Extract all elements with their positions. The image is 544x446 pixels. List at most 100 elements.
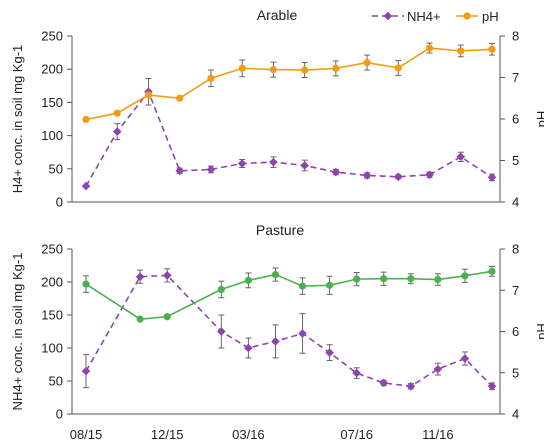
data-point: [162, 271, 172, 280]
x-tick-label: 12/15: [151, 427, 184, 442]
data-point: [434, 275, 442, 284]
y-tick-label-left: 50: [49, 374, 63, 389]
chart-panel-arable: Arable 0 50 100 150 200 250 4 5 6 7 8 H4+ conc. in s…: [10, 7, 544, 210]
data-point: [81, 181, 91, 191]
data-point: [82, 280, 90, 288]
data-point: [206, 165, 216, 174]
y-axis-label-right: pH: [534, 111, 544, 128]
data-point: [425, 170, 434, 180]
y-tick-label-right: 7: [512, 283, 519, 298]
data-point: [238, 64, 246, 72]
series-ph: [82, 42, 496, 124]
data-point: [456, 152, 466, 162]
data-point: [461, 272, 469, 280]
legend-label-nh4: NH4+: [407, 9, 441, 24]
y-tick-label-right: 5: [512, 365, 519, 380]
data-point: [325, 348, 334, 357]
series-line: [85, 270, 493, 320]
data-point: [112, 127, 122, 136]
y-tick-label-right: 6: [512, 112, 519, 127]
series-line: [85, 274, 493, 388]
data-point: [207, 74, 215, 82]
y-tick-label-left: 250: [41, 29, 63, 44]
data-point: [352, 368, 361, 378]
y-tick-label-right: 6: [512, 324, 519, 339]
data-point: [394, 64, 402, 72]
data-point: [269, 66, 277, 74]
data-point: [217, 327, 226, 336]
y-tick-label-left: 50: [49, 161, 63, 176]
y-axis-label-right: pH: [534, 323, 544, 340]
data-point: [353, 275, 361, 283]
series-ph: [82, 265, 496, 323]
y-tick-label-left: 200: [41, 275, 63, 290]
data-point: [82, 115, 90, 124]
data-point: [379, 378, 389, 388]
data-point: [362, 171, 372, 180]
data-point: [81, 366, 91, 376]
y-axis-label-left: NH4+ conc. in soil mg Kg-1: [10, 253, 25, 411]
y-tick-label-right: 8: [512, 242, 519, 257]
data-point: [363, 58, 371, 67]
data-point: [406, 381, 416, 391]
data-point: [271, 337, 280, 346]
x-tick-label: 08/15: [70, 427, 103, 442]
data-point: [407, 275, 415, 283]
series-line: [85, 90, 493, 187]
data-point: [433, 364, 443, 374]
y-tick-label-left: 100: [41, 128, 63, 143]
data-point: [460, 354, 470, 363]
chart-panel-pasture: Pasture 0 50 100 150 200 250 4 5 6 7 8 NH4+ conc. in…: [10, 222, 544, 442]
data-point: [244, 276, 252, 284]
data-point: [457, 47, 465, 55]
data-point: [269, 157, 278, 167]
y-tick-label-right: 5: [512, 153, 519, 168]
series-line: [85, 47, 493, 121]
data-point: [488, 267, 496, 275]
data-point: [487, 173, 497, 182]
series-nh4: [81, 268, 497, 391]
y-tick-label-right: 4: [512, 407, 519, 422]
data-point: [163, 313, 171, 321]
legend-marker-ph: [463, 12, 471, 20]
x-tick-label: 03/16: [232, 427, 265, 442]
data-point: [332, 64, 340, 72]
y-tick-label-right: 7: [512, 70, 519, 85]
data-point: [135, 272, 145, 282]
data-point: [331, 167, 341, 177]
data-point: [176, 94, 184, 102]
x-tick-label: 07/16: [340, 427, 373, 442]
y-tick-label-right: 4: [512, 195, 519, 210]
series-nh4: [81, 77, 497, 191]
y-tick-label-left: 200: [41, 62, 63, 77]
legend-marker-nh4: [383, 11, 393, 21]
data-point: [380, 275, 388, 283]
data-point: [298, 329, 307, 338]
x-tick-label: 11/16: [422, 427, 454, 442]
data-point: [144, 91, 153, 99]
data-point: [425, 44, 434, 52]
data-point: [487, 381, 497, 391]
data-point: [326, 281, 334, 289]
data-point: [394, 172, 403, 182]
data-point: [244, 343, 253, 353]
data-point: [175, 166, 184, 176]
legend: NH4+ pH: [372, 9, 499, 24]
data-point: [237, 159, 247, 168]
data-point: [217, 285, 225, 294]
y-tick-label-left: 0: [56, 407, 63, 422]
data-point: [301, 66, 309, 74]
y-tick-label-right: 8: [512, 29, 519, 44]
y-axis-label-left: H4+ conc. in soil mg Kg-1: [10, 45, 25, 193]
data-point: [271, 270, 280, 279]
y-tick-label-left: 150: [41, 95, 63, 110]
y-tick-label-left: 100: [41, 341, 63, 356]
chart-title: Pasture: [256, 222, 304, 238]
chart-title: Arable: [257, 7, 298, 23]
data-point: [298, 282, 307, 290]
data-point: [488, 45, 496, 53]
y-tick-label-left: 0: [56, 195, 63, 210]
data-point: [113, 109, 121, 117]
y-tick-label-left: 150: [41, 308, 63, 323]
